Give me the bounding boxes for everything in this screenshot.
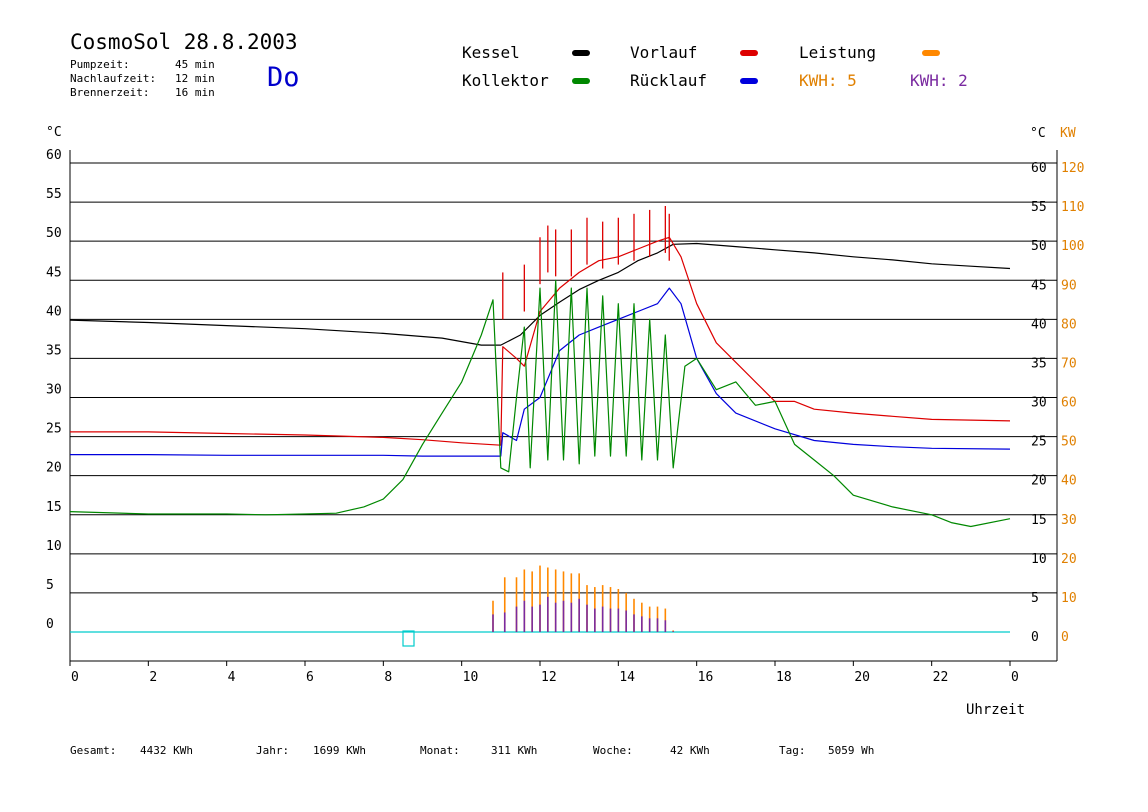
y-tick-label: 60: [46, 148, 62, 163]
series-line-kessel: [69, 242, 1011, 346]
y-tick-label: 40: [46, 304, 62, 319]
x-tick-label: 6: [306, 670, 314, 685]
y-tick-label: 15: [46, 500, 62, 515]
nachlaufzeit-value: 12 min: [175, 72, 215, 85]
y2-tick-label: 90: [1061, 278, 1077, 293]
series-line-kollektor: [69, 279, 1011, 528]
y-tick-label-right: 60: [1031, 161, 1047, 176]
y-axis-label-right: °C: [1030, 126, 1046, 141]
y-tick-label: 55: [46, 187, 62, 202]
y-tick-label: 35: [46, 343, 62, 358]
y-tick-label: 45: [46, 265, 62, 280]
footer-jahr-label: Jahr:: [256, 744, 290, 757]
axis-layer: 0055101015152020252530303535404045455050…: [46, 148, 1084, 685]
x-tick-label: 2: [149, 670, 157, 685]
footer-tag-label: Tag:: [779, 744, 806, 757]
y-tick-label-right: 10: [1031, 552, 1047, 567]
nachlaufzeit-label: Nachlaufzeit:: [70, 72, 157, 85]
y2-tick-label: 100: [1061, 239, 1084, 254]
y-tick-label: 30: [46, 383, 62, 398]
legend-kessel-label: Kessel: [462, 43, 520, 62]
y2-axis-label: KW: [1060, 126, 1076, 141]
x-tick-label: 8: [384, 670, 392, 685]
y-tick-label-right: 25: [1031, 435, 1047, 450]
y-tick-label-right: 0: [1031, 630, 1039, 645]
x-tick-label: 20: [854, 670, 870, 685]
y2-tick-label: 70: [1061, 356, 1077, 371]
x-tick-label: 18: [776, 670, 792, 685]
y2-tick-label: 50: [1061, 435, 1077, 450]
y-tick-label: 20: [46, 461, 62, 476]
y-tick-label: 0: [46, 617, 54, 632]
legend-ruecklauf-swatch: [740, 78, 758, 84]
y2-tick-label: 120: [1061, 161, 1084, 176]
y-tick-label-right: 15: [1031, 513, 1047, 528]
x-tick-label: 0: [71, 670, 79, 685]
x-tick-label: 12: [541, 670, 557, 685]
legend-kollektor-swatch: [572, 78, 590, 84]
legend-leistung-swatch: [922, 50, 940, 56]
y2-tick-label: 60: [1061, 396, 1077, 411]
y-tick-label-right: 5: [1031, 591, 1039, 606]
y-tick-label: 50: [46, 226, 62, 241]
y2-tick-label: 10: [1061, 591, 1077, 606]
legend-kwh-orange: KWH: 5: [799, 71, 857, 90]
chart-title: CosmoSol 28.8.2003: [70, 30, 298, 54]
y2-tick-label: 80: [1061, 317, 1077, 332]
y-tick-label-right: 40: [1031, 317, 1047, 332]
y2-tick-label: 0: [1061, 630, 1069, 645]
footer-tag-value: 5059 Wh: [828, 744, 875, 757]
series-layer: [69, 205, 1011, 633]
marker-box: [402, 630, 415, 647]
y-tick-label: 10: [46, 539, 62, 554]
legend-ruecklauf-label: Rücklauf: [630, 71, 708, 90]
y2-tick-label: 40: [1061, 474, 1077, 489]
y-tick-label-right: 35: [1031, 356, 1047, 371]
brennerzeit-label: Brennerzeit:: [70, 86, 150, 99]
y-tick-label-right: 50: [1031, 239, 1047, 254]
x-tick-label: 10: [463, 670, 479, 685]
footer-monat-value: 311 KWh: [491, 744, 538, 757]
legend-kwh-violet: KWH: 2: [910, 71, 968, 90]
x-axis-label: Uhrzeit: [966, 702, 1025, 718]
pumpzeit-label: Pumpzeit:: [70, 58, 130, 71]
y-tick-label-right: 55: [1031, 200, 1047, 215]
y-tick-label: 25: [46, 422, 62, 437]
x-tick-label: 4: [228, 670, 236, 685]
legend-leistung-label: Leistung: [799, 43, 877, 62]
legend-kessel-swatch: [572, 50, 590, 56]
footer-woche-value: 42 KWh: [670, 744, 710, 757]
grid-layer: [70, 162, 1057, 594]
y2-tick-label: 30: [1061, 513, 1077, 528]
y-tick-label-right: 20: [1031, 474, 1047, 489]
legend-kollektor-label: Kollektor: [462, 71, 549, 90]
footer-jahr-value: 1699 KWh: [313, 744, 366, 757]
brennerzeit-value: 16 min: [175, 86, 215, 99]
x-tick-label: 22: [933, 670, 949, 685]
series-line-rücklauf: [70, 287, 1011, 457]
y2-tick-label: 110: [1061, 200, 1084, 215]
pumpzeit-value: 45 min: [175, 58, 215, 71]
footer-monat-label: Monat:: [420, 744, 460, 757]
footer-gesamt-value: 4432 KWh: [140, 744, 193, 757]
y-axis-label-left: °C: [46, 125, 62, 140]
x-tick-label: 16: [698, 670, 714, 685]
y-tick-label: 5: [46, 578, 54, 593]
y-tick-label-right: 30: [1031, 396, 1047, 411]
y2-tick-label: 20: [1061, 552, 1077, 567]
y-tick-label-right: 45: [1031, 278, 1047, 293]
footer-gesamt-label: Gesamt:: [70, 744, 117, 757]
weekday-label: Do: [267, 62, 300, 93]
x-tick-label: 0: [1011, 670, 1019, 685]
footer-woche-label: Woche:: [593, 744, 633, 757]
x-tick-label: 14: [619, 670, 635, 685]
legend-vorlauf-label: Vorlauf: [630, 43, 698, 62]
legend-vorlauf-swatch: [740, 50, 758, 56]
